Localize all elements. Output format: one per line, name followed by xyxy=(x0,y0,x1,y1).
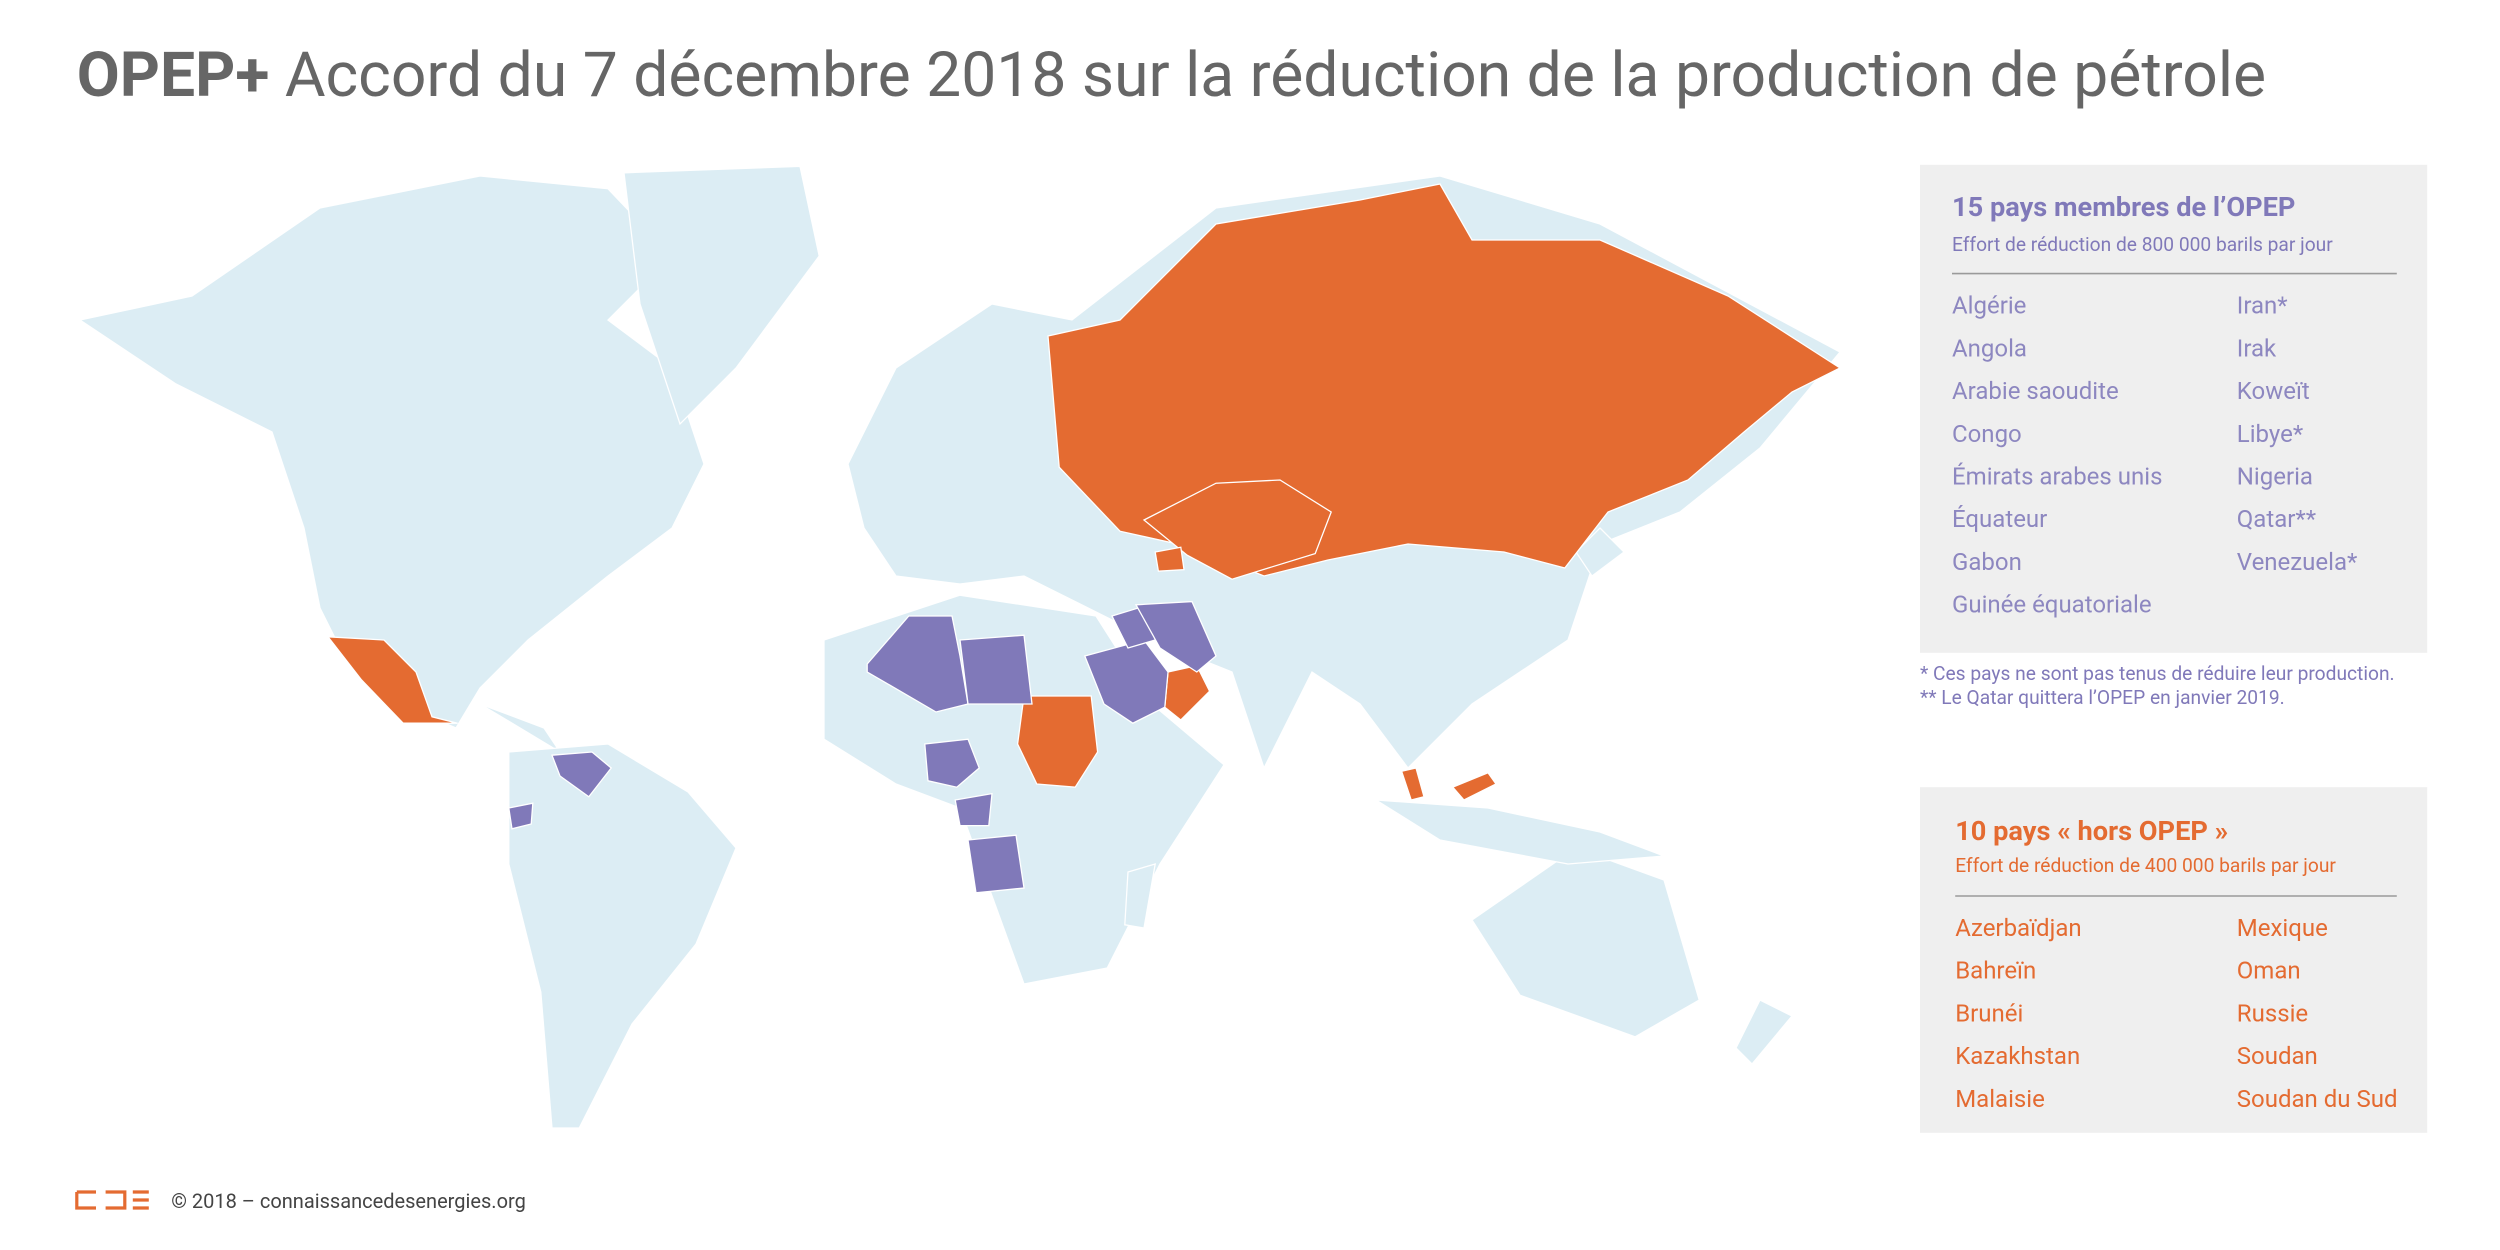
country: Malaisie xyxy=(1955,1085,2045,1113)
legend-non-opep: 10 pays « hors OPEP » Effort de réductio… xyxy=(1920,787,2428,1133)
nigeria xyxy=(924,738,980,788)
country-list: Azerbaïdjan Bahreïn Brunéi Kazakhstan Malais… xyxy=(1955,914,2397,1113)
title-bold: OPEP+ xyxy=(77,39,270,112)
country: Émirats arabes unis xyxy=(1952,462,2162,490)
land xyxy=(1124,863,1157,929)
country: Arabie saoudite xyxy=(1952,377,2119,405)
country: Qatar** xyxy=(2237,505,2317,533)
country: Algérie xyxy=(1952,292,2026,320)
subheading: Effort de réduction de 800 000 barils pa… xyxy=(1952,233,2333,256)
sudan xyxy=(1016,695,1099,788)
ecuador xyxy=(508,802,534,830)
iran xyxy=(1134,600,1217,673)
congo-gabon xyxy=(954,792,993,827)
country: Équateur xyxy=(1952,505,2047,533)
heading: 10 pays « hors OPEP » xyxy=(1955,815,2228,847)
country: Bahreïn xyxy=(1955,957,2036,985)
footer: © 2018 – connaissancedesenergies.org xyxy=(75,1189,526,1213)
algeria xyxy=(866,615,969,713)
land xyxy=(623,165,820,426)
country: Nigeria xyxy=(2237,462,2313,490)
country: Libye* xyxy=(2237,420,2304,448)
world-map xyxy=(78,165,1842,1129)
country: Congo xyxy=(1952,420,2022,448)
note: * Ces pays ne sont pas tenus de réduire … xyxy=(1920,662,2395,685)
title: OPEP+ Accord du 7 décembre 2018 sur la r… xyxy=(77,39,2266,112)
country: Kazakhstan xyxy=(1955,1042,2080,1070)
malaysia xyxy=(1400,767,1497,801)
country: Iran* xyxy=(2237,292,2289,320)
country: Oman xyxy=(2237,957,2301,985)
land xyxy=(1471,847,1700,1038)
country: Gabon xyxy=(1952,548,2022,576)
land xyxy=(1735,999,1794,1065)
country: Angola xyxy=(1952,334,2027,362)
libya xyxy=(959,634,1033,705)
land xyxy=(479,703,561,753)
country: Soudan du Sud xyxy=(2237,1085,2398,1113)
country: Soudan xyxy=(2237,1042,2318,1070)
country-list: Algérie Angola Arabie saoudite Congo Émirats… xyxy=(1952,292,2358,619)
country: Guinée équatoriale xyxy=(1952,591,2152,619)
legend-opep: 15 pays membres de l’OPEP Effort de rédu… xyxy=(1920,164,2428,709)
country: Russie xyxy=(2237,999,2308,1027)
land xyxy=(78,175,705,729)
panel xyxy=(1920,787,2428,1133)
copyright: © 2018 – connaissancedesenergies.org xyxy=(171,1189,526,1213)
country: Koweït xyxy=(2237,377,2310,405)
country: Mexique xyxy=(2237,914,2328,942)
mexico xyxy=(326,636,458,724)
heading: 15 pays membres de l’OPEP xyxy=(1952,191,2295,223)
panel xyxy=(1920,164,2428,653)
angola xyxy=(967,834,1025,894)
title-rest: Accord du 7 décembre 2018 sur la réducti… xyxy=(285,39,2266,112)
country: Venezuela* xyxy=(2237,548,2358,576)
logo xyxy=(75,1190,149,1210)
country: Irak xyxy=(2237,334,2277,362)
land xyxy=(1375,799,1665,865)
venezuela xyxy=(551,751,613,798)
note: ** Le Qatar quittera l’OPEP en janvier 2… xyxy=(1920,686,2285,709)
land xyxy=(508,743,737,1129)
country: Azerbaïdjan xyxy=(1955,914,2081,942)
azerbaijan xyxy=(1154,546,1185,572)
oman xyxy=(1164,664,1211,721)
subheading: Effort de réduction de 400 000 barils pa… xyxy=(1955,854,2336,877)
kazakhstan xyxy=(1142,479,1332,580)
country: Brunéi xyxy=(1955,999,2023,1027)
